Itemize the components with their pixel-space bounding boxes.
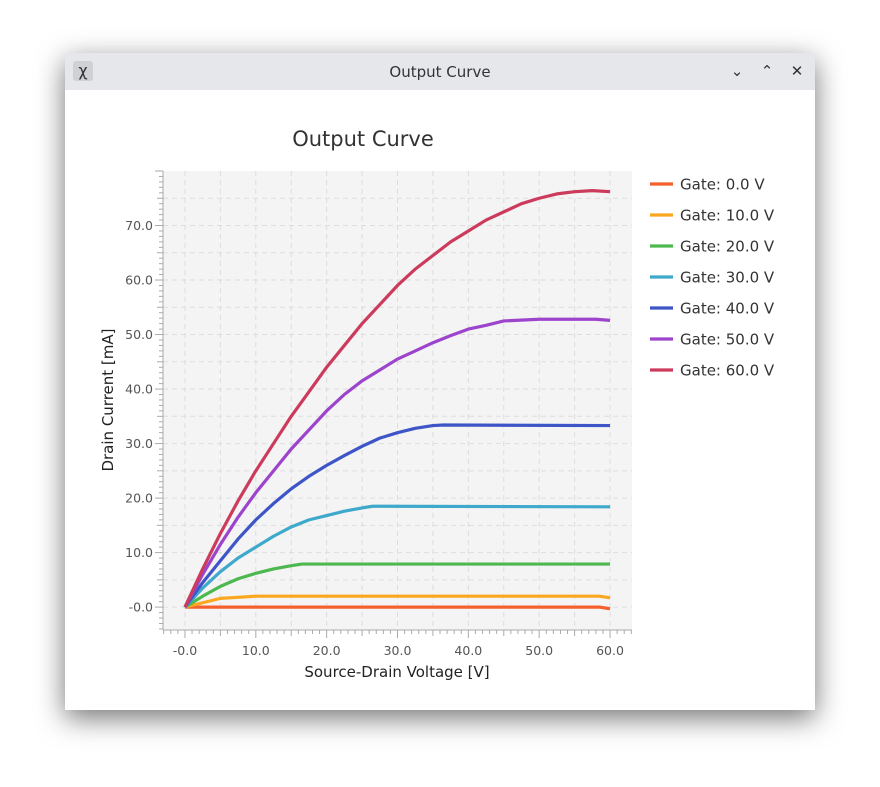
legend-entry: Gate: 10.0 V: [680, 207, 775, 225]
series-line: [183, 504, 611, 609]
series-line: [184, 594, 611, 609]
legend-entry: Gate: 40.0 V: [680, 300, 775, 318]
window-title: Output Curve: [389, 63, 491, 81]
series-line: [183, 423, 611, 609]
close-button[interactable]: ✕: [790, 62, 804, 80]
x-tick-label: 20.0: [313, 643, 341, 658]
x-tick-label: 60.0: [596, 643, 624, 658]
x-tick-label: 50.0: [525, 643, 553, 658]
y-tick-label: 20.0: [125, 491, 153, 506]
app-icon: χ: [73, 61, 93, 81]
minimize-button[interactable]: ⌄: [730, 62, 744, 80]
legend-entry: Gate: 0.0 V: [680, 176, 765, 194]
legend-entry: Gate: 60.0 V: [680, 362, 775, 380]
x-tick-label: 40.0: [454, 643, 482, 658]
x-tick-label: 10.0: [242, 643, 270, 658]
x-tick-label: -0.0: [173, 643, 197, 658]
legend-entry: Gate: 20.0 V: [680, 238, 775, 256]
x-tick-label: 30.0: [384, 643, 412, 658]
y-tick-label: -0.0: [129, 600, 153, 615]
chart-title: Output Curve: [292, 127, 434, 151]
maximize-button[interactable]: ⌃: [760, 62, 774, 80]
legend-entry: Gate: 30.0 V: [680, 269, 775, 287]
legend-entry: Gate: 50.0 V: [680, 331, 775, 349]
series-line: [183, 189, 611, 608]
y-tick-label: 10.0: [125, 545, 153, 560]
y-tick-label: 40.0: [125, 382, 153, 397]
x-axis-label: Source-Drain Voltage [V]: [304, 663, 489, 681]
y-axis-label: Drain Current [mA]: [99, 328, 117, 471]
y-tick-label: 60.0: [125, 273, 153, 288]
series-line: [184, 605, 611, 611]
y-tick-label: 50.0: [125, 327, 153, 342]
series-line: [183, 317, 611, 608]
title-bar: χ Output Curve ⌄ ⌃ ✕: [65, 53, 815, 90]
series-line: [184, 562, 611, 609]
y-tick-label: 70.0: [125, 218, 153, 233]
y-tick-label: 30.0: [125, 436, 153, 451]
